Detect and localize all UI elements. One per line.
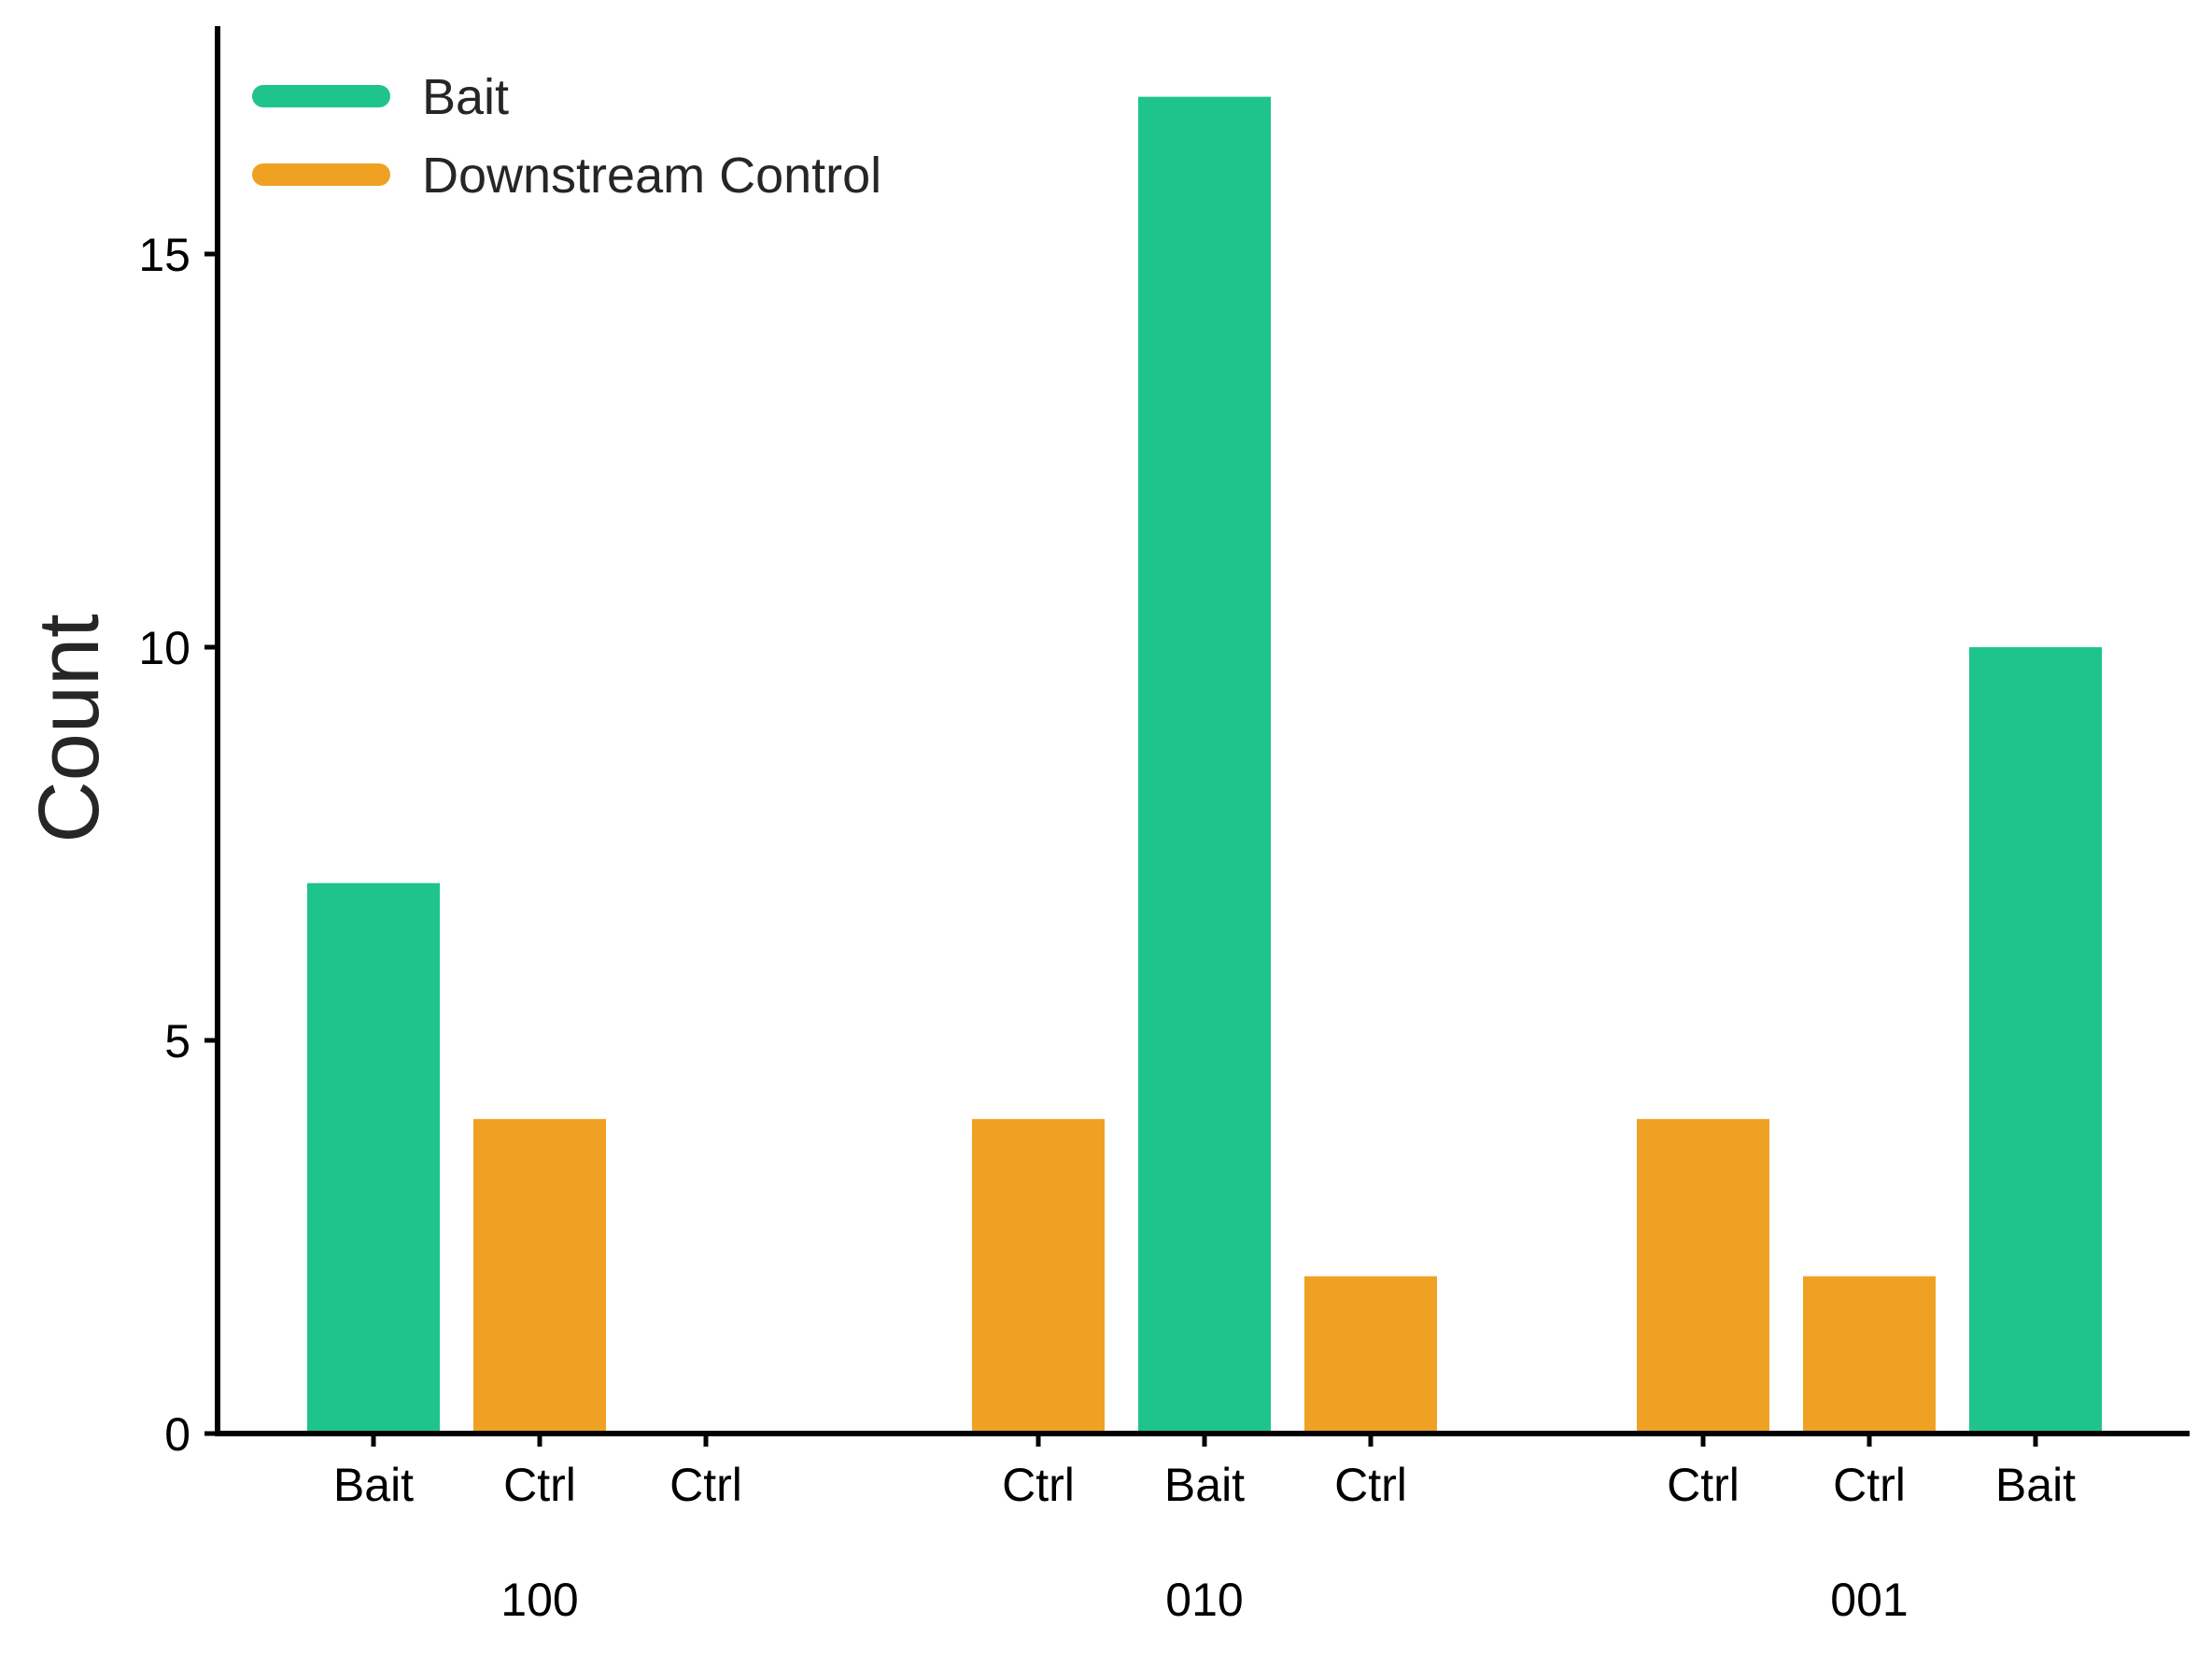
x-tick-label: Ctrl [503, 1459, 576, 1511]
x-tick-label: Bait [1164, 1459, 1245, 1511]
bar-100-2-ctrl [473, 1119, 606, 1434]
group-label-100: 100 [500, 1574, 578, 1626]
bars-layer [307, 96, 2102, 1434]
legend-label: Bait [422, 69, 509, 125]
bar-010-2-bait [1138, 96, 1271, 1434]
x-ticks: Bait Ctrl Ctrl 100 Ctrl Bait Ctrl 010 Ctrl Ctrl Ba… [333, 1434, 2076, 1626]
x-tick-label: Ctrl [1833, 1459, 1906, 1511]
x-tick-label: Bait [333, 1459, 414, 1511]
x-tick-label: Ctrl [669, 1459, 742, 1511]
y-axis-title: Count [21, 614, 117, 843]
x-tick-label: Bait [1995, 1459, 2076, 1511]
bar-001-1-ctrl [1637, 1119, 1769, 1434]
x-tick-label: Ctrl [1667, 1459, 1740, 1511]
y-tick-label: 15 [138, 229, 190, 281]
group-label-001: 001 [1830, 1574, 1908, 1626]
bar-010-1-ctrl [972, 1119, 1105, 1434]
legend: Bait Downstream Control [252, 69, 881, 204]
y-tick-label: 10 [138, 622, 190, 674]
y-tick-label: 0 [164, 1408, 190, 1461]
y-tick-label: 5 [164, 1015, 190, 1067]
legend-label: Downstream Control [422, 148, 881, 204]
bar-001-2-ctrl [1803, 1276, 1936, 1434]
group-label-010: 010 [1165, 1574, 1243, 1626]
bar-001-3-bait [1969, 647, 2102, 1434]
x-tick-label: Ctrl [1002, 1459, 1075, 1511]
bar-100-1-bait [307, 883, 440, 1434]
y-ticks: 0 5 10 15 [138, 229, 218, 1461]
bar-010-3-ctrl [1304, 1276, 1437, 1434]
x-tick-label: Ctrl [1334, 1459, 1407, 1511]
